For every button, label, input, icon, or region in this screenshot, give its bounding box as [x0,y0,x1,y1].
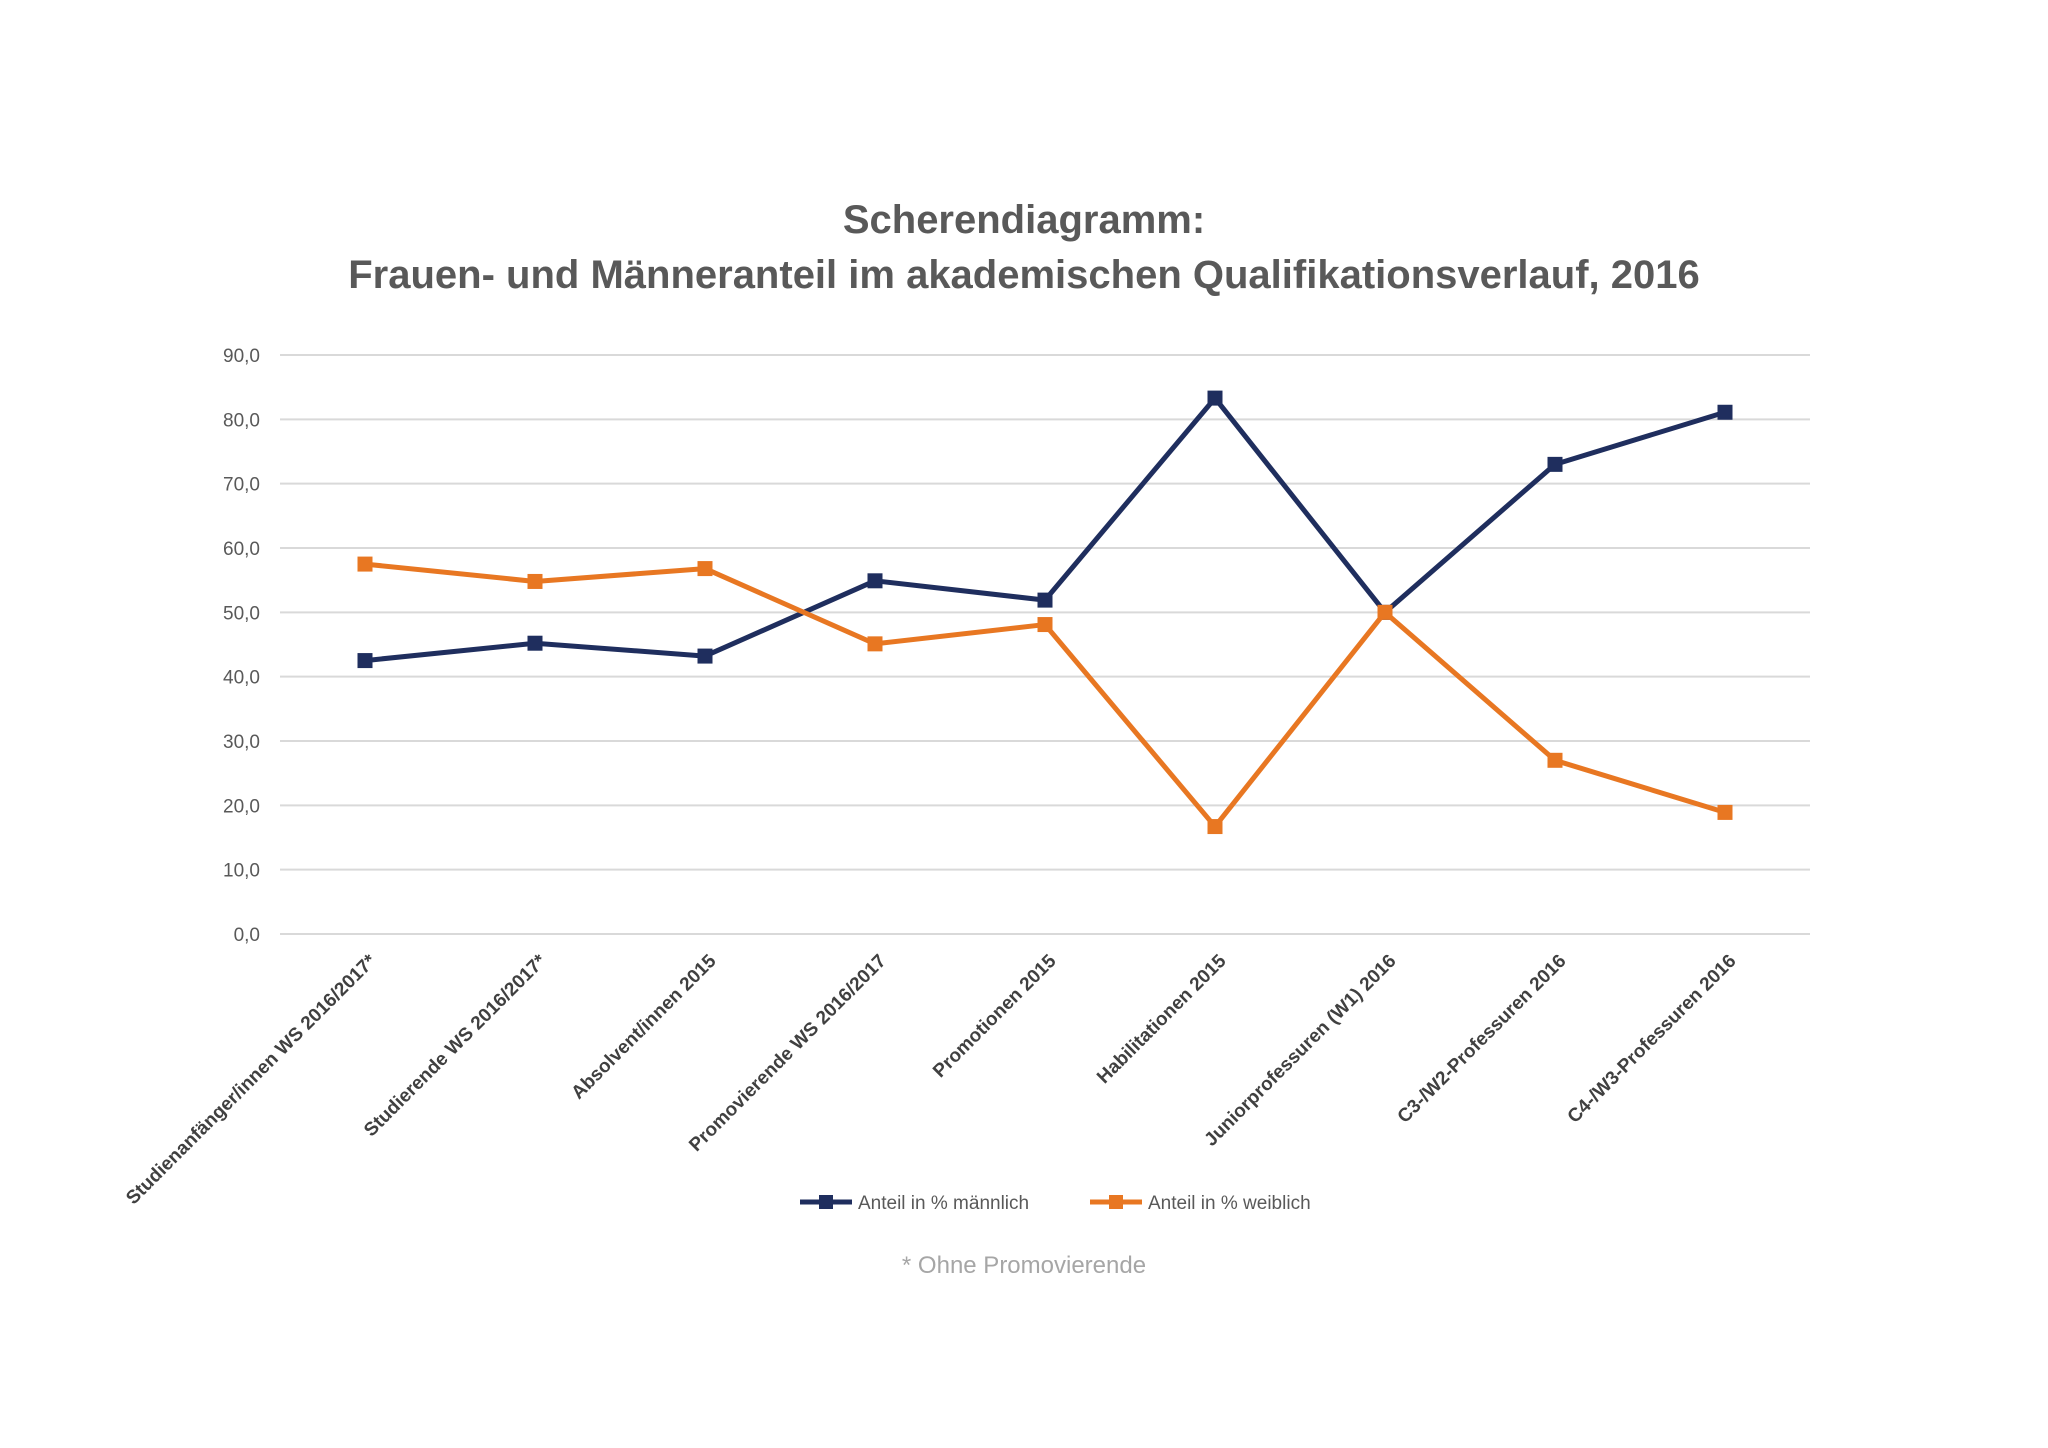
footnote: * Ohne Promovierende [901,1252,1147,1279]
y-tick-label: 60,0 [223,539,260,560]
y-tick-label: 0,0 [234,925,260,946]
x-tick-label: Promovierende WS 2016/2017 [685,951,890,1156]
x-tick-label: C4-/W3-Professuren 2016 [1564,951,1741,1128]
data-point-marker [1207,819,1223,835]
data-point-marker [1377,604,1393,620]
y-tick-label: 40,0 [223,668,260,689]
y-tick-label: 10,0 [223,861,260,882]
data-point-marker [357,653,373,669]
y-tick-label: 90,0 [223,346,260,367]
data-point-marker [1717,404,1733,420]
data-point-marker [867,573,883,589]
data-point-marker [1717,804,1733,820]
data-point-marker [1037,592,1053,608]
y-tick-label: 30,0 [223,732,260,753]
y-axis-ticks: 0,0 10,0 20,0 30,0 40,0 50,0 60,0 70,0 80,0 90,0 [223,346,260,946]
data-point-marker [1037,617,1053,633]
chart-subtitle: Frauen- und Männeranteil im akademischen… [348,253,1700,297]
y-tick-label: 80,0 [223,410,260,431]
data-point-marker [527,635,543,651]
y-tick-label: 20,0 [223,796,260,817]
data-point-marker [1547,456,1563,472]
x-tick-label: Juniorprofessuren (W1) 2016 [1201,951,1401,1151]
y-tick-label: 70,0 [223,475,260,496]
x-tick-label: C3-/W2-Professuren 2016 [1394,951,1571,1128]
data-point-marker [357,556,373,572]
data-point-marker [1207,390,1223,406]
data-point-marker [697,561,713,577]
grid-lines [280,354,1810,935]
data-point-marker [527,573,543,589]
x-tick-label: Habilitationen 2015 [1093,950,1231,1088]
y-tick-label: 50,0 [223,603,260,624]
legend-label: Anteil in % männlich [858,1193,1029,1214]
x-tick-label: Absolvent/innen 2015 [568,950,721,1103]
data-point-marker [867,636,883,652]
x-tick-label: Studienanfänger/innen WS 2016/2017* [122,950,381,1209]
legend-label: Anteil in % weiblich [1148,1193,1311,1214]
chart-title: Scherendiagramm: [842,198,1206,242]
x-tick-label: Promotionen 2015 [929,950,1061,1082]
legend-marker [1109,1195,1123,1209]
x-tick-label: Studierende WS 2016/2017* [360,950,551,1141]
data-point-marker [1547,752,1563,768]
x-axis-ticks: Studienanfänger/innen WS 2016/2017*Studi… [122,950,1740,1209]
data-point-marker [697,648,713,664]
legend: Anteil in % männlich Anteil in % weiblich [800,1193,1311,1214]
series-group [357,390,1733,835]
legend-marker [819,1195,833,1209]
